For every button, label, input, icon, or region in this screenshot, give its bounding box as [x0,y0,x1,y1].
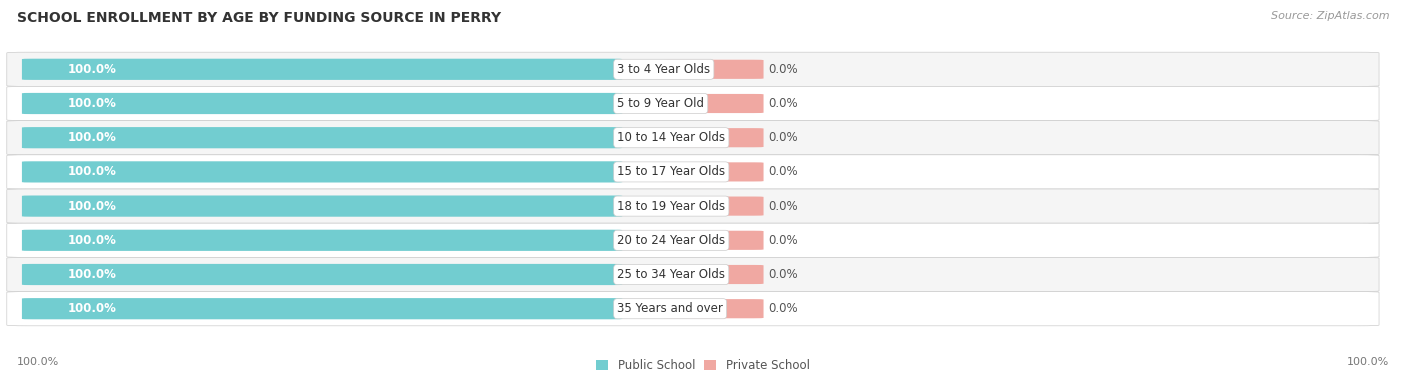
Text: 18 to 19 Year Olds: 18 to 19 Year Olds [617,200,725,212]
Text: 100.0%: 100.0% [67,200,117,212]
FancyBboxPatch shape [7,257,1379,291]
Text: 100.0%: 100.0% [67,302,117,315]
FancyBboxPatch shape [22,161,623,183]
FancyBboxPatch shape [7,155,1379,189]
Text: 35 Years and over: 35 Years and over [617,302,723,315]
FancyBboxPatch shape [7,52,1379,87]
Text: 100.0%: 100.0% [67,97,117,110]
Text: 0.0%: 0.0% [769,131,799,144]
FancyBboxPatch shape [22,264,623,285]
FancyBboxPatch shape [22,230,623,251]
Text: Source: ZipAtlas.com: Source: ZipAtlas.com [1271,11,1389,21]
FancyBboxPatch shape [22,59,623,80]
Text: 3 to 4 Year Olds: 3 to 4 Year Olds [617,63,710,76]
Text: 0.0%: 0.0% [769,97,799,110]
FancyBboxPatch shape [7,87,1379,121]
Text: 0.0%: 0.0% [769,302,799,315]
Text: 0.0%: 0.0% [769,200,799,212]
Text: 100.0%: 100.0% [67,166,117,178]
FancyBboxPatch shape [7,291,1379,326]
Text: 10 to 14 Year Olds: 10 to 14 Year Olds [617,131,725,144]
FancyBboxPatch shape [662,231,763,250]
FancyBboxPatch shape [7,223,1379,257]
FancyBboxPatch shape [7,189,1379,223]
Text: SCHOOL ENROLLMENT BY AGE BY FUNDING SOURCE IN PERRY: SCHOOL ENROLLMENT BY AGE BY FUNDING SOUR… [17,11,501,25]
Text: 0.0%: 0.0% [769,63,799,76]
FancyBboxPatch shape [22,127,623,148]
Text: 100.0%: 100.0% [17,357,59,367]
Text: 100.0%: 100.0% [1347,357,1389,367]
Text: 0.0%: 0.0% [769,166,799,178]
FancyBboxPatch shape [662,162,763,181]
FancyBboxPatch shape [662,265,763,284]
Text: 25 to 34 Year Olds: 25 to 34 Year Olds [617,268,725,281]
FancyBboxPatch shape [662,94,763,113]
Text: 100.0%: 100.0% [67,131,117,144]
FancyBboxPatch shape [22,195,623,217]
FancyBboxPatch shape [22,93,623,114]
Text: 5 to 9 Year Old: 5 to 9 Year Old [617,97,704,110]
Text: 100.0%: 100.0% [67,63,117,76]
Text: 15 to 17 Year Olds: 15 to 17 Year Olds [617,166,725,178]
Text: 0.0%: 0.0% [769,268,799,281]
Legend: Public School, Private School: Public School, Private School [596,359,810,372]
FancyBboxPatch shape [662,197,763,216]
FancyBboxPatch shape [662,299,763,318]
FancyBboxPatch shape [22,298,623,319]
FancyBboxPatch shape [662,60,763,79]
Text: 20 to 24 Year Olds: 20 to 24 Year Olds [617,234,725,247]
Text: 100.0%: 100.0% [67,234,117,247]
Text: 0.0%: 0.0% [769,234,799,247]
FancyBboxPatch shape [662,128,763,147]
Text: 100.0%: 100.0% [67,268,117,281]
FancyBboxPatch shape [7,121,1379,155]
